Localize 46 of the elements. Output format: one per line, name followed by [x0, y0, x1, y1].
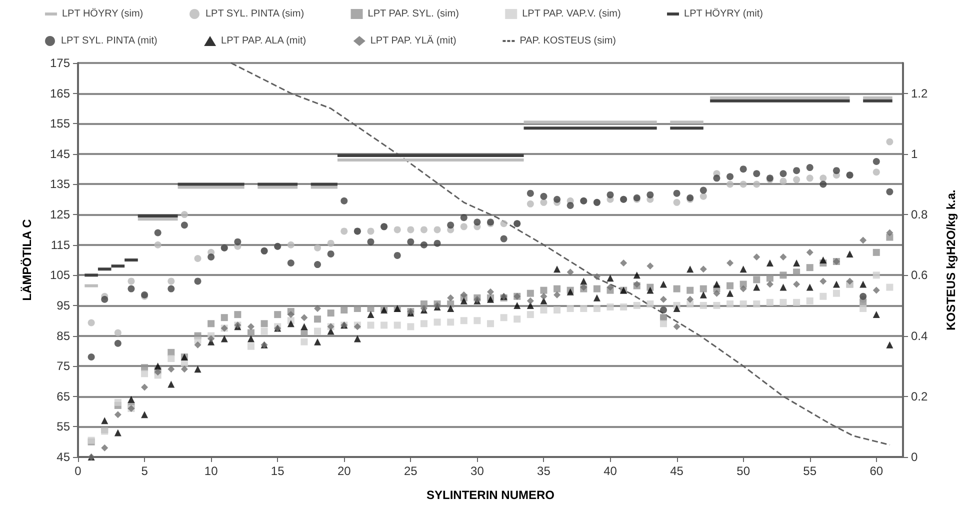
y2-tick-label: 1.2: [911, 86, 928, 100]
x-tick-label: 15: [270, 464, 285, 478]
x-tick-label: 45: [670, 464, 684, 478]
y2-tick-label: 0.8: [911, 208, 928, 222]
y2-tick-label: 0.4: [911, 328, 928, 343]
x-tick-label: 35: [537, 464, 551, 478]
legend-label: LPT HÖYRY (mit): [684, 8, 763, 20]
legend-label: LPT PAP. VAP.V. (sim): [522, 8, 621, 20]
y2-tick-label: 0.6: [911, 268, 928, 282]
x-tick-label: 40: [604, 464, 618, 478]
y2-tick-label: 1: [911, 146, 918, 161]
y2-tick-label: 0.2: [911, 389, 928, 404]
x-tick-label: 60: [870, 464, 884, 478]
y-axis-title: LÄMPÖTILA C: [20, 218, 34, 301]
x-tick-label: 30: [470, 464, 484, 478]
y-tick-label: 105: [50, 268, 70, 282]
x-tick-label: 5: [141, 464, 148, 478]
y-tick-label: 175: [50, 56, 70, 70]
legend-label: LPT SYL. PINTA (sim): [205, 8, 304, 20]
x-tick-label: 50: [736, 464, 750, 478]
y-tick-label: 125: [50, 208, 70, 222]
y-tick-label: 165: [50, 86, 70, 100]
legend-label: LPT HÖYRY (sim): [62, 8, 144, 20]
x-tick-label: 25: [404, 464, 418, 478]
x-tick-label: 10: [204, 464, 218, 478]
y-tick-label: 65: [56, 389, 70, 404]
y-tick-label: 95: [56, 298, 70, 312]
x-tick-label: 20: [337, 464, 352, 478]
y-tick-label: 115: [50, 238, 70, 252]
y-tick-label: 135: [50, 177, 70, 192]
y2-axis-title: KOSTEUS kgH2O/kg k.a.: [944, 190, 958, 330]
y2-tick-label: 0: [911, 450, 918, 464]
x-tick-label: 0: [74, 464, 82, 478]
legend-label: LPT PAP. ALA (mit): [221, 36, 306, 46]
legend-label: LPT PAP. SYL. (sim): [368, 8, 459, 20]
y-tick-label: 75: [56, 359, 70, 374]
y-tick-label: 45: [56, 450, 70, 464]
x-axis-title: SYLINTERIN NUMERO: [426, 488, 555, 502]
y-tick-label: 55: [56, 420, 70, 434]
y-tick-label: 85: [56, 328, 70, 343]
x-tick-label: 55: [803, 464, 817, 478]
y-tick-label: 155: [50, 116, 70, 131]
legend-label: LPT SYL. PINTA (mit): [61, 36, 158, 46]
legend-label: PAP. KOSTEUS (sim): [520, 36, 616, 46]
legend-label: LPT PAP. YLÄ (mit): [370, 34, 456, 46]
y-tick-label: 145: [50, 146, 70, 161]
